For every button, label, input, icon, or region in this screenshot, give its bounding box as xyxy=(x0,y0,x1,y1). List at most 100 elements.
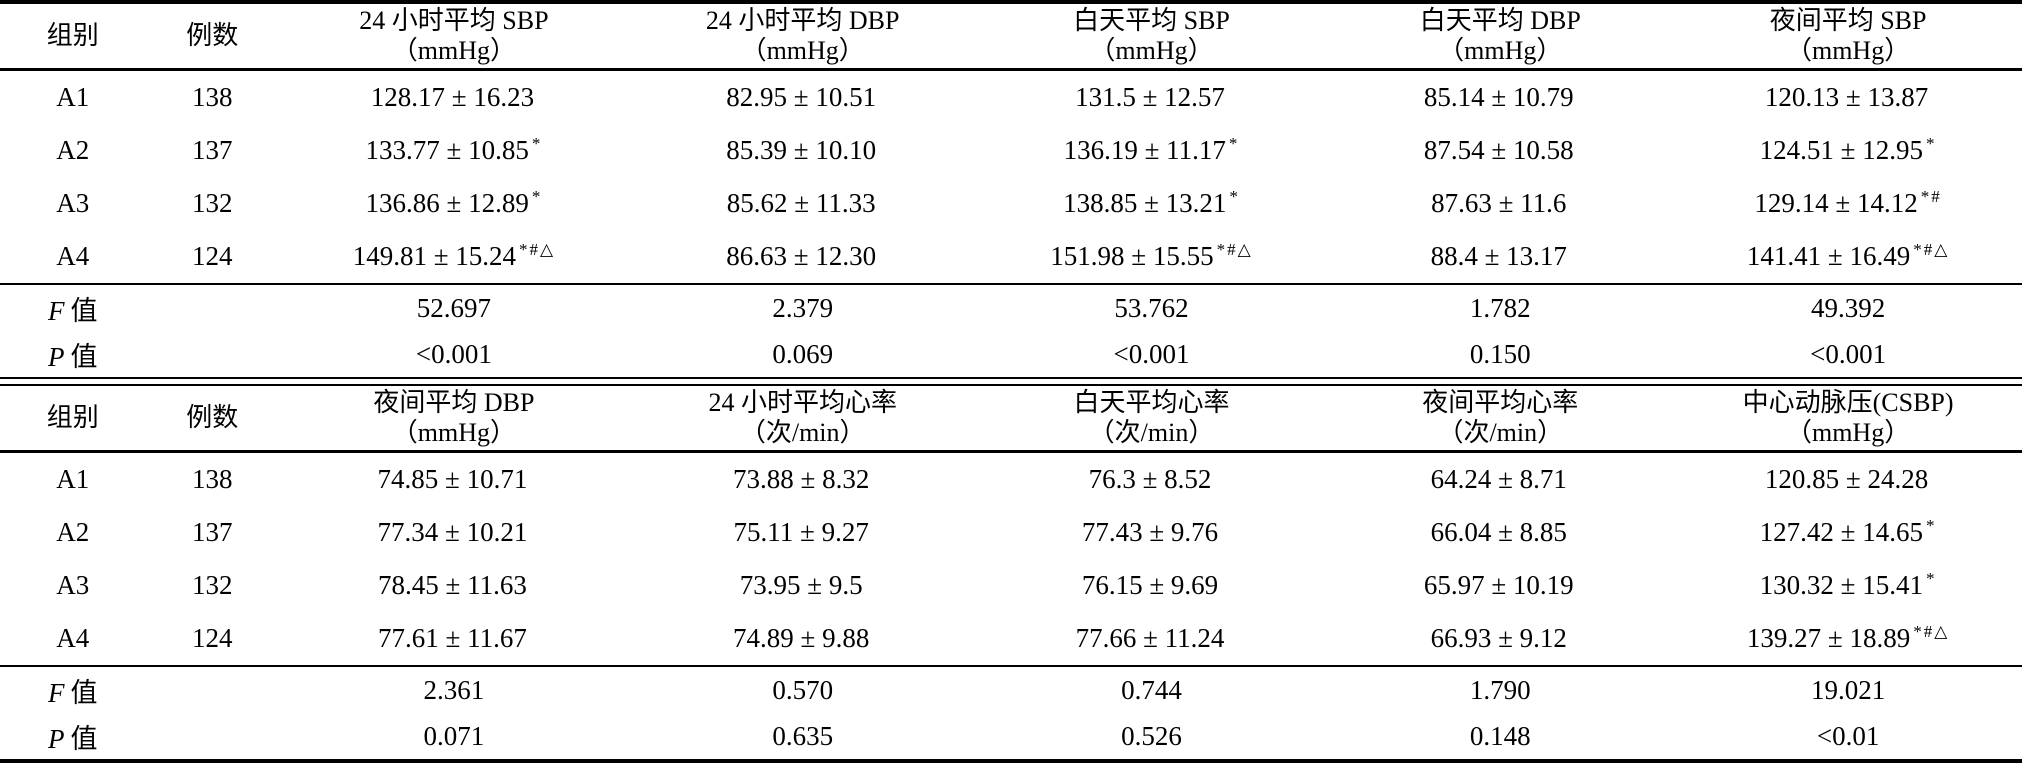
value-cell: 82.95 ± 10.51 xyxy=(726,82,877,112)
value-cell: 76.3 ± 8.52 xyxy=(1088,464,1212,494)
column-header: 中心动脉压(CSBP) （mmHg） xyxy=(1674,385,2022,453)
n-cell: 124 xyxy=(145,612,280,667)
column-header: 白天平均心率 （次/min） xyxy=(976,385,1327,453)
value-cell: 86.63 ± 12.30 xyxy=(628,230,977,285)
value-cell: 131.5 ± 12.57 xyxy=(1075,82,1225,112)
stat-value-cell: 0.148 xyxy=(1469,720,1531,751)
empty-cell xyxy=(146,666,279,713)
n-cell: 138 xyxy=(192,82,233,112)
stat-value-cell: 2.379 xyxy=(772,292,834,323)
value-cell: 85.39 ± 10.10 xyxy=(726,135,877,165)
stat-value-cell: 19.021 xyxy=(1810,674,1886,705)
column-header: 白天平均 DBP （mmHg） xyxy=(1326,2,1675,71)
n-cell: 132 xyxy=(192,570,233,600)
column-header: 24 小时平均心率 （次/min） xyxy=(628,385,977,453)
stat-value-cell: <0.001 xyxy=(1113,338,1190,369)
group-cell: A2 xyxy=(56,135,90,165)
value-cell: 87.54 ± 10.58 xyxy=(1423,135,1574,165)
stat-value-cell: 0.570 xyxy=(772,674,834,705)
value-cell: 87.63 ± 11.6 xyxy=(1431,188,1567,218)
value-cell: 77.34 ± 10.21 xyxy=(377,517,528,547)
value-cell: 85.14 ± 10.79 xyxy=(1423,82,1574,112)
value-cell: 88.4 ± 13.17 xyxy=(1326,230,1675,285)
value-cell: 139.27 ± 18.89 *#△ xyxy=(1674,612,2022,667)
value-cell: 77.61 ± 11.67 xyxy=(279,612,629,667)
column-header: 例数 xyxy=(145,385,280,453)
stat-value-cell: 1.790 xyxy=(1469,674,1531,705)
stat-value-cell: <0.01 xyxy=(1816,720,1880,751)
n-cell: 137 xyxy=(192,135,233,165)
column-header: 24 小时平均 DBP （mmHg） xyxy=(628,2,977,71)
value-cell: 141.41 ± 16.49 *#△ xyxy=(1674,230,2022,285)
stat-value-cell: 0.071 xyxy=(423,720,485,751)
column-header: 组别 xyxy=(0,2,146,71)
empty-cell xyxy=(146,284,279,331)
stat-value-cell: <0.001 xyxy=(415,338,492,369)
column-header: 组别 xyxy=(0,385,146,453)
value-cell: 136.86 ± 12.89 * xyxy=(365,187,543,218)
value-cell: 74.89 ± 9.88 xyxy=(628,612,977,667)
stat-value-cell: 0.744 xyxy=(1121,674,1182,705)
value-cell: 66.93 ± 9.12 xyxy=(1326,612,1675,667)
table-row: A4 124 77.61 ± 11.67 74.89 ± 9.88 77.66 … xyxy=(0,612,2022,667)
empty-cell xyxy=(146,713,279,761)
value-cell: 120.13 ± 13.87 xyxy=(1764,82,1929,112)
section-divider xyxy=(0,377,2022,386)
column-header: 例数 xyxy=(145,2,280,71)
value-cell: 73.95 ± 9.5 xyxy=(739,570,863,600)
value-cell: 133.77 ± 10.85 * xyxy=(365,134,543,165)
table-header-row: 组别 例数 夜间平均 DBP （mmHg） 24 小时平均心率 （次/min） 白天… xyxy=(0,385,2022,453)
value-cell: 73.88 ± 8.32 xyxy=(733,464,870,494)
value-cell: 124.51 ± 12.95 * xyxy=(1759,134,1937,165)
group-cell: A3 xyxy=(56,570,90,600)
value-cell: 149.81 ± 15.24 *#△ xyxy=(279,230,629,285)
table-row: A3 132 136.86 ± 12.89 * 85.62 ± 11.33 138… xyxy=(0,177,2022,230)
value-cell: 120.85 ± 24.28 xyxy=(1764,464,1929,494)
value-cell: 151.98 ± 15.55 *#△ xyxy=(976,230,1327,285)
value-cell: 127.42 ± 14.65 * xyxy=(1759,516,1937,547)
table-row: A2 137 77.34 ± 10.21 75.11 ± 9.27 77.43 … xyxy=(0,506,2022,559)
stat-value-cell: 0.069 xyxy=(772,338,834,369)
value-cell: 74.85 ± 10.71 xyxy=(377,464,528,494)
stat-value-cell: <0.001 xyxy=(1810,338,1887,369)
value-cell: 65.97 ± 10.19 xyxy=(1423,570,1574,600)
group-cell: A4 xyxy=(0,230,146,285)
column-header: 夜间平均心率 （次/min） xyxy=(1326,385,1675,453)
stat-value-cell: 2.361 xyxy=(423,674,485,705)
value-cell: 130.32 ± 15.41 * xyxy=(1759,569,1937,600)
stat-value-cell: 49.392 xyxy=(1810,292,1886,323)
empty-cell xyxy=(146,331,279,378)
table-row: A3 132 78.45 ± 11.63 73.95 ± 9.5 76.15 ±… xyxy=(0,559,2022,612)
stat-value-cell: 0.635 xyxy=(772,720,834,751)
group-cell: A3 xyxy=(56,188,90,218)
value-cell: 64.24 ± 8.71 xyxy=(1430,464,1567,494)
table-row: A1 138 128.17 ± 16.23 82.95 ± 10.51 131.… xyxy=(0,70,2022,125)
value-cell: 136.19 ± 11.17 * xyxy=(1063,134,1240,165)
value-cell: 66.04 ± 8.85 xyxy=(1430,517,1567,547)
value-cell: 77.66 ± 11.24 xyxy=(976,612,1327,667)
stat-value-cell: 1.782 xyxy=(1469,292,1531,323)
column-header: 夜间平均 SBP （mmHg） xyxy=(1674,2,2022,71)
value-cell: 128.17 ± 16.23 xyxy=(370,82,535,112)
value-cell: 77.43 ± 9.76 xyxy=(1081,517,1219,547)
value-cell: 76.15 ± 9.69 xyxy=(1081,570,1219,600)
table-row: A4 124 149.81 ± 15.24 *#△ 86.63 ± 12.30 1… xyxy=(0,230,2022,285)
n-cell: 132 xyxy=(192,188,233,218)
stat-value-cell: 53.762 xyxy=(1114,292,1189,323)
n-cell: 124 xyxy=(145,230,280,285)
value-cell: 129.14 ± 14.12 *# xyxy=(1754,187,1942,218)
table-row: A1 138 74.85 ± 10.71 73.88 ± 8.32 76.3 ±… xyxy=(0,452,2022,507)
n-cell: 138 xyxy=(192,464,233,494)
value-cell: 78.45 ± 11.63 xyxy=(378,570,527,600)
group-cell: A2 xyxy=(56,517,90,547)
column-header: 24 小时平均 SBP （mmHg） xyxy=(279,2,629,71)
